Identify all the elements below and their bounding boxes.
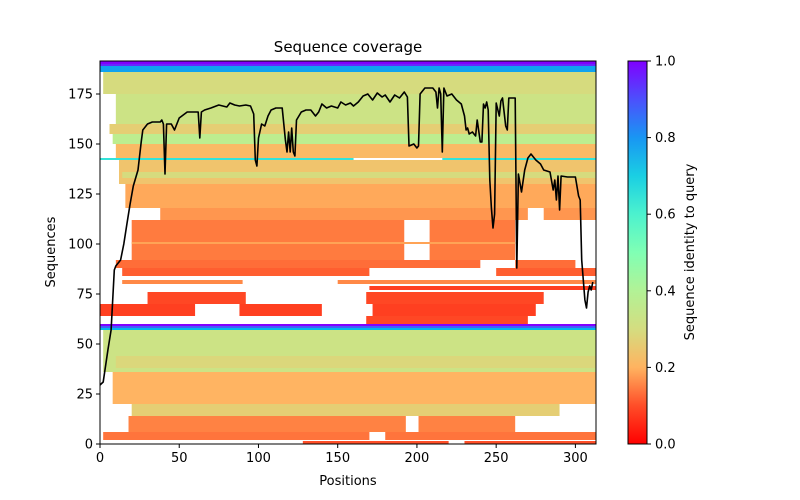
y-axis-title: Sequences — [44, 216, 59, 287]
colorbar-tick-label: 0.2 — [655, 361, 676, 376]
sequence-band-segment — [366, 316, 528, 324]
x-tick-label: 100 — [246, 451, 271, 466]
sequence-band-segment — [100, 66, 596, 72]
coverage-line-layer — [99, 87, 594, 386]
y-tick-label: 75 — [76, 288, 93, 303]
x-axis: 0 50 100 150 200 250 300 — [96, 444, 588, 466]
y-tick-label: 25 — [76, 388, 93, 403]
x-tick-label: 0 — [96, 451, 104, 466]
sequence-band-segment — [160, 208, 528, 220]
sequence-band-segment — [337, 280, 596, 284]
colorbar-tick-label: 0.8 — [655, 131, 676, 146]
sequence-band-segment — [442, 158, 596, 160]
sequence-band-segment — [103, 432, 370, 440]
sequence-band-segment — [115, 356, 596, 368]
y-tick-label: 125 — [68, 188, 93, 203]
x-tick-label: 250 — [484, 451, 509, 466]
y-tick-label: 150 — [68, 138, 93, 153]
sequence-band-segment — [543, 208, 596, 220]
sequence-band-segment — [239, 304, 322, 316]
x-tick-label: 150 — [325, 451, 350, 466]
sequence-band-segment — [515, 260, 576, 268]
sequence-band-segment — [122, 268, 370, 276]
sequence-band-segment — [147, 292, 246, 304]
sequence-band-segment — [109, 124, 596, 134]
sequence-band-segment — [100, 326, 596, 328]
x-tick-label: 200 — [405, 451, 430, 466]
sequence-band-segment — [131, 220, 405, 260]
sequence-band-segment — [115, 144, 596, 158]
sequence-band-segment — [418, 416, 516, 432]
sequence-band-segment — [131, 242, 516, 244]
y-tick-label: 175 — [68, 88, 93, 103]
colorbar-label: Sequence identity to query — [683, 163, 698, 340]
sequence-band-segment — [128, 416, 406, 432]
sequence-band-segment — [429, 220, 516, 260]
chart-title: Sequence coverage — [274, 38, 422, 56]
sequence-band-segment — [100, 328, 596, 330]
colorbar — [627, 60, 648, 445]
sequence-band-segment — [115, 260, 481, 268]
colorbar-tick-label: 0.4 — [655, 284, 676, 299]
y-tick-label: 100 — [68, 238, 93, 253]
sequence-band-segment — [122, 172, 596, 178]
y-axis: 0 25 50 75 100 125 150 175 — [68, 88, 100, 453]
sequence-band-segment — [366, 292, 544, 304]
sequence-band-segment — [100, 64, 596, 66]
colorbar-tick-label: 0.6 — [655, 208, 676, 223]
sequence-band-segment — [125, 184, 597, 208]
sequence-band-segment — [122, 280, 243, 284]
sequence-band-segment — [115, 94, 596, 124]
sequence-band-segment — [302, 441, 449, 444]
coverage-line — [99, 87, 594, 386]
sequence-band-segment — [131, 404, 560, 416]
x-tick-label: 300 — [563, 451, 588, 466]
plot-frame — [99, 60, 597, 445]
sequence-band-segment — [112, 134, 597, 144]
sequence-band-segment — [464, 441, 596, 444]
sequence-band-segment — [100, 304, 196, 316]
sequence-bands — [100, 61, 597, 444]
sequence-band-segment — [385, 432, 596, 440]
x-tick-label: 50 — [171, 451, 188, 466]
colorbar-tick-label: 0.0 — [655, 438, 676, 453]
sequence-band-segment — [100, 324, 596, 326]
sequence-band-segment — [372, 304, 536, 316]
sequence-band-segment — [100, 61, 596, 64]
sequence-band-segment — [496, 268, 596, 276]
y-tick-label: 0 — [85, 438, 93, 453]
sequence-band-segment — [103, 72, 597, 94]
sequence-band-segment — [100, 158, 354, 160]
sequence-band-segment — [369, 286, 596, 290]
colorbar-axis: 0.0 0.2 0.4 0.6 0.8 1.0 — [647, 55, 676, 453]
x-axis-title: Positions — [319, 474, 377, 489]
sequence-band-segment — [112, 372, 597, 404]
colorbar-tick-label: 1.0 — [655, 55, 676, 70]
y-tick-label: 50 — [76, 338, 93, 353]
